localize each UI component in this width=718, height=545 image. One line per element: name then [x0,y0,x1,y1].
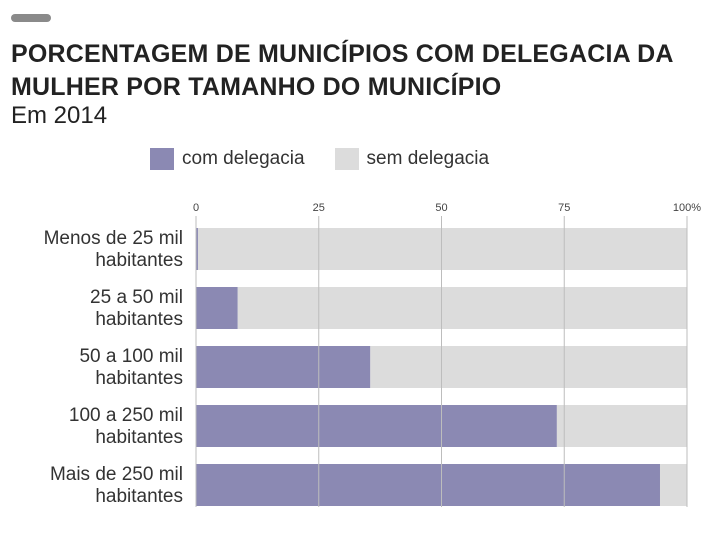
category-tag [11,14,51,22]
category-label-line: 100 a 250 mil [69,405,183,426]
category-label: Mais de 250 mil habitantes [50,464,183,507]
category-label-line: Menos de 25 mil [44,228,183,249]
legend-swatch-com [150,148,174,170]
legend: com delegacia sem delegacia [150,148,489,170]
category-label-line: habitantes [95,309,183,330]
category-label-line: 50 a 100 mil [79,346,183,367]
category-label-line: Mais de 250 mil [50,464,183,485]
bar-sem-delegacia [556,405,687,447]
x-tick-label: 50 [435,202,447,214]
category-label-line: habitantes [95,368,183,389]
chart-title: PORCENTAGEM DE MUNICÍPIOS COM DELEGACIA … [11,40,673,101]
category-label: 100 a 250 mil habitantes [69,405,183,448]
category-label: 50 a 100 mil habitantes [79,346,183,389]
category-label: Menos de 25 mil habitantes [44,228,183,271]
category-label-line: habitantes [95,250,183,271]
x-tick-label: 100% [673,202,701,214]
bar-sem-delegacia [370,346,687,388]
bar-sem-delegacia [197,228,688,270]
bar-com-delegacia [196,346,371,388]
category-label-line: habitantes [95,427,183,448]
bar-com-delegacia [196,287,238,329]
bar-sem-delegacia [237,287,688,329]
bar-com-delegacia [196,228,198,270]
legend-item-sem: sem delegacia [334,148,490,170]
x-tick-label: 75 [558,202,570,214]
category-label-line: 25 a 50 mil [90,287,183,308]
legend-swatch-sem [334,148,359,170]
x-tick-label: 25 [313,202,325,214]
x-tick-label: 0 [193,202,199,214]
bar-com-delegacia [196,405,557,447]
category-label: 25 a 50 mil habitantes [90,287,183,330]
bar-sem-delegacia [659,464,687,506]
chart-subtitle: Em 2014 [11,102,108,129]
bar-com-delegacia [196,464,660,506]
legend-label-com: com delegacia [182,148,305,169]
legend-item-com: com delegacia [150,148,305,170]
category-label-line: habitantes [95,486,183,507]
legend-label-sem: sem delegacia [366,148,490,169]
